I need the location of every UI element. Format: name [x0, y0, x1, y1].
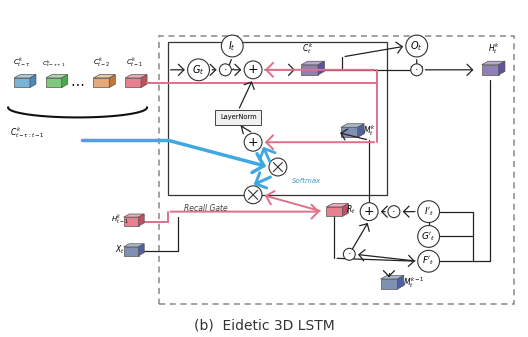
Polygon shape	[498, 61, 505, 75]
Circle shape	[219, 64, 231, 76]
Text: $R_t$: $R_t$	[346, 204, 356, 216]
Circle shape	[360, 203, 378, 221]
Polygon shape	[301, 65, 318, 75]
Circle shape	[418, 250, 439, 272]
Polygon shape	[93, 74, 115, 78]
Bar	[159, 36, 514, 304]
Polygon shape	[125, 78, 141, 88]
Text: +: +	[364, 205, 374, 218]
Polygon shape	[124, 214, 144, 217]
Circle shape	[418, 225, 439, 247]
Text: Softmax: Softmax	[292, 178, 321, 184]
Text: LayerNorm: LayerNorm	[220, 115, 257, 120]
Circle shape	[244, 133, 262, 151]
Text: $H^k_t$: $H^k_t$	[488, 41, 500, 56]
Polygon shape	[141, 74, 147, 88]
Text: Recall Gate: Recall Gate	[184, 204, 228, 213]
Polygon shape	[93, 78, 109, 88]
Text: $M^k_t$: $M^k_t$	[363, 123, 376, 138]
Text: $I_t$: $I_t$	[229, 39, 236, 53]
Polygon shape	[62, 74, 68, 88]
Circle shape	[388, 206, 400, 218]
Polygon shape	[138, 214, 144, 226]
Text: ·: ·	[392, 207, 395, 217]
Circle shape	[406, 35, 428, 57]
Polygon shape	[46, 78, 62, 88]
Circle shape	[418, 201, 439, 222]
Polygon shape	[381, 275, 404, 279]
Text: $G'_t$: $G'_t$	[421, 230, 436, 243]
Text: $X_t$: $X_t$	[115, 243, 125, 255]
Text: $F'_t$: $F'_t$	[422, 255, 435, 268]
Polygon shape	[326, 207, 342, 216]
Polygon shape	[358, 124, 364, 137]
Text: $C^k_{t-\tau}$: $C^k_{t-\tau}$	[13, 55, 31, 69]
Circle shape	[187, 59, 210, 81]
Circle shape	[269, 158, 287, 176]
Circle shape	[411, 64, 423, 76]
Text: ·: ·	[415, 65, 419, 75]
Text: $C^k_{t-1}$: $C^k_{t-1}$	[126, 55, 144, 69]
Polygon shape	[109, 74, 115, 88]
Text: $C^k_t$: $C^k_t$	[302, 41, 313, 56]
Polygon shape	[124, 244, 144, 247]
Polygon shape	[30, 74, 36, 88]
Text: $H^k_{t-1}$: $H^k_{t-1}$	[111, 213, 129, 226]
Circle shape	[244, 186, 262, 204]
Polygon shape	[138, 244, 144, 256]
Circle shape	[244, 61, 262, 79]
Polygon shape	[125, 74, 147, 78]
Polygon shape	[318, 61, 325, 75]
Text: $C^k_{t-\tau:t-1}$: $C^k_{t-\tau:t-1}$	[10, 125, 45, 140]
Polygon shape	[342, 204, 348, 216]
Text: $I'_t$: $I'_t$	[423, 205, 433, 218]
Polygon shape	[14, 78, 30, 88]
Text: $G_t$: $G_t$	[192, 63, 205, 77]
Circle shape	[221, 35, 243, 57]
Circle shape	[343, 248, 355, 260]
Polygon shape	[46, 74, 68, 78]
Polygon shape	[482, 65, 498, 75]
Text: +: +	[248, 136, 258, 149]
Polygon shape	[341, 124, 364, 127]
Polygon shape	[341, 127, 358, 137]
Polygon shape	[124, 217, 138, 226]
Polygon shape	[381, 279, 398, 289]
Polygon shape	[301, 61, 325, 65]
Text: $C^k_{t-2}$: $C^k_{t-2}$	[92, 55, 110, 69]
Text: ·: ·	[223, 65, 227, 75]
Polygon shape	[398, 275, 404, 289]
FancyBboxPatch shape	[215, 110, 261, 125]
Polygon shape	[482, 61, 505, 65]
Text: ·: ·	[347, 249, 351, 259]
Bar	[168, 42, 387, 195]
Text: $C^k_{t-\tau+1}$: $C^k_{t-\tau+1}$	[42, 58, 65, 69]
Polygon shape	[124, 247, 138, 256]
Text: $M^{k-1}_t$: $M^{k-1}_t$	[403, 275, 425, 289]
Polygon shape	[326, 204, 348, 207]
Text: $O_t$: $O_t$	[410, 39, 423, 53]
Text: (b)  Eidetic 3D LSTM: (b) Eidetic 3D LSTM	[194, 319, 334, 333]
Text: $\cdots$: $\cdots$	[70, 76, 84, 90]
Text: +: +	[248, 63, 258, 76]
Polygon shape	[14, 74, 36, 78]
